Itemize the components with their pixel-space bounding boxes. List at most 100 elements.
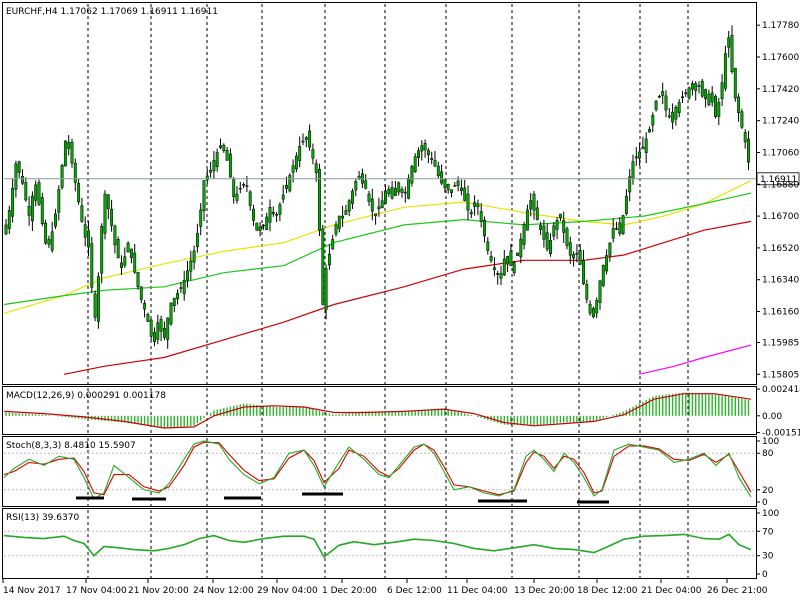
candle-body: [281, 194, 285, 200]
rsi-tick-label: 70: [762, 527, 774, 537]
candle-body: [238, 187, 242, 190]
candle-body: [37, 182, 41, 205]
candle-body: [568, 242, 572, 256]
candle-body: [44, 222, 48, 244]
price-tick-label: 1.17600: [762, 53, 799, 63]
candle-body: [446, 184, 450, 190]
candle-body: [486, 241, 490, 251]
candle-body: [199, 209, 203, 227]
candle-body: [327, 253, 331, 266]
candle-body: [384, 190, 387, 204]
macd-indicator: 0.002414 0.00 -0.001513: [3, 385, 800, 439]
candle-body: [426, 150, 430, 156]
candle-body: [588, 303, 592, 314]
candle-body: [275, 214, 279, 216]
time-tick-label: 24 Nov 12:00: [193, 586, 254, 596]
candle-body: [139, 286, 143, 300]
candle-body: [727, 37, 731, 48]
candle-body: [73, 162, 77, 183]
candle-body: [667, 115, 671, 118]
candle-body: [172, 297, 176, 307]
candle-body: [410, 166, 414, 184]
candle-body: [506, 255, 510, 265]
candle-body: [129, 248, 133, 258]
candle-body: [483, 219, 486, 237]
candle-body: [714, 95, 717, 117]
candle-body: [433, 159, 437, 167]
candle-body: [179, 287, 183, 289]
macd-label: MACD(12,26,9) 0.000291 0.001178: [6, 391, 166, 401]
candle-body: [539, 224, 543, 230]
candle-body: [479, 211, 483, 222]
time-tick-label: 21 Nov 20:00: [128, 586, 189, 596]
price-tick-label: 1.15805: [762, 370, 799, 380]
candle-body: [430, 158, 434, 160]
candle-body: [235, 193, 239, 201]
time-tick-label: 1 Dec 20:00: [322, 586, 377, 596]
candle-body: [209, 169, 213, 173]
candle-body: [103, 193, 107, 234]
candle-body: [40, 197, 44, 225]
candle-body: [654, 100, 658, 110]
candle-body: [740, 111, 744, 128]
current-price-label: 1.16911: [760, 175, 797, 185]
candle-body: [212, 160, 216, 172]
candle-body: [420, 145, 424, 152]
candle-body: [54, 213, 57, 227]
candle-body: [459, 187, 463, 192]
candle-body: [476, 203, 480, 208]
candle-body: [341, 215, 345, 219]
candle-body: [374, 213, 378, 217]
candle-body: [377, 206, 381, 210]
candle-body: [87, 230, 90, 248]
candle-body: [11, 187, 15, 217]
candle-body: [298, 146, 302, 162]
candle-body: [618, 222, 622, 234]
candle-body: [380, 200, 384, 209]
candle-body: [664, 95, 668, 111]
candle-body: [730, 34, 734, 73]
price-axis: 1.17780 1.17600 1.17420 1.17240 1.17060 1.168…: [756, 21, 799, 380]
candle-body: [440, 171, 444, 184]
candle-body: [671, 111, 675, 123]
candle-body: [737, 96, 741, 113]
candle-body: [271, 211, 275, 215]
candle-body: [532, 193, 536, 211]
candle-body: [595, 300, 599, 314]
time-tick-label: 14 Nov 2017: [3, 586, 61, 596]
candle-body: [608, 242, 612, 256]
candle-body: [657, 95, 661, 98]
candle-body: [162, 327, 166, 338]
candle-body: [575, 252, 579, 255]
candle-body: [261, 224, 265, 227]
period-separators: [87, 4, 689, 578]
candle-body: [707, 93, 711, 106]
candle-body: [733, 67, 737, 99]
candle-body: [674, 106, 678, 120]
price-panel-frame: [2, 2, 757, 385]
candle-body: [502, 258, 506, 276]
time-axis: 14 Nov 2017 17 Nov 04:00 21 Nov 20:00 24 No…: [2, 579, 768, 596]
candle-body: [747, 138, 750, 163]
candle-body: [47, 239, 51, 245]
stoch-signal-line: [3, 441, 752, 496]
candle-body: [116, 239, 120, 259]
candle-body: [27, 206, 31, 216]
candle-body: [106, 194, 110, 209]
macd-tick-label: 0.00: [762, 412, 782, 422]
candle-body: [562, 220, 566, 233]
moving-average-line: [3, 180, 752, 314]
candle-body: [387, 188, 391, 194]
candle-body: [720, 82, 724, 99]
candle-body: [549, 240, 552, 254]
candle-body: [473, 202, 477, 207]
candle-body: [634, 156, 638, 159]
candle-body: [7, 210, 11, 229]
candle-body: [17, 161, 21, 173]
candle-body: [21, 175, 24, 184]
candle-body: [638, 151, 642, 159]
candle-body: [558, 213, 562, 219]
candle-body: [153, 332, 156, 343]
candle-body: [149, 319, 153, 337]
